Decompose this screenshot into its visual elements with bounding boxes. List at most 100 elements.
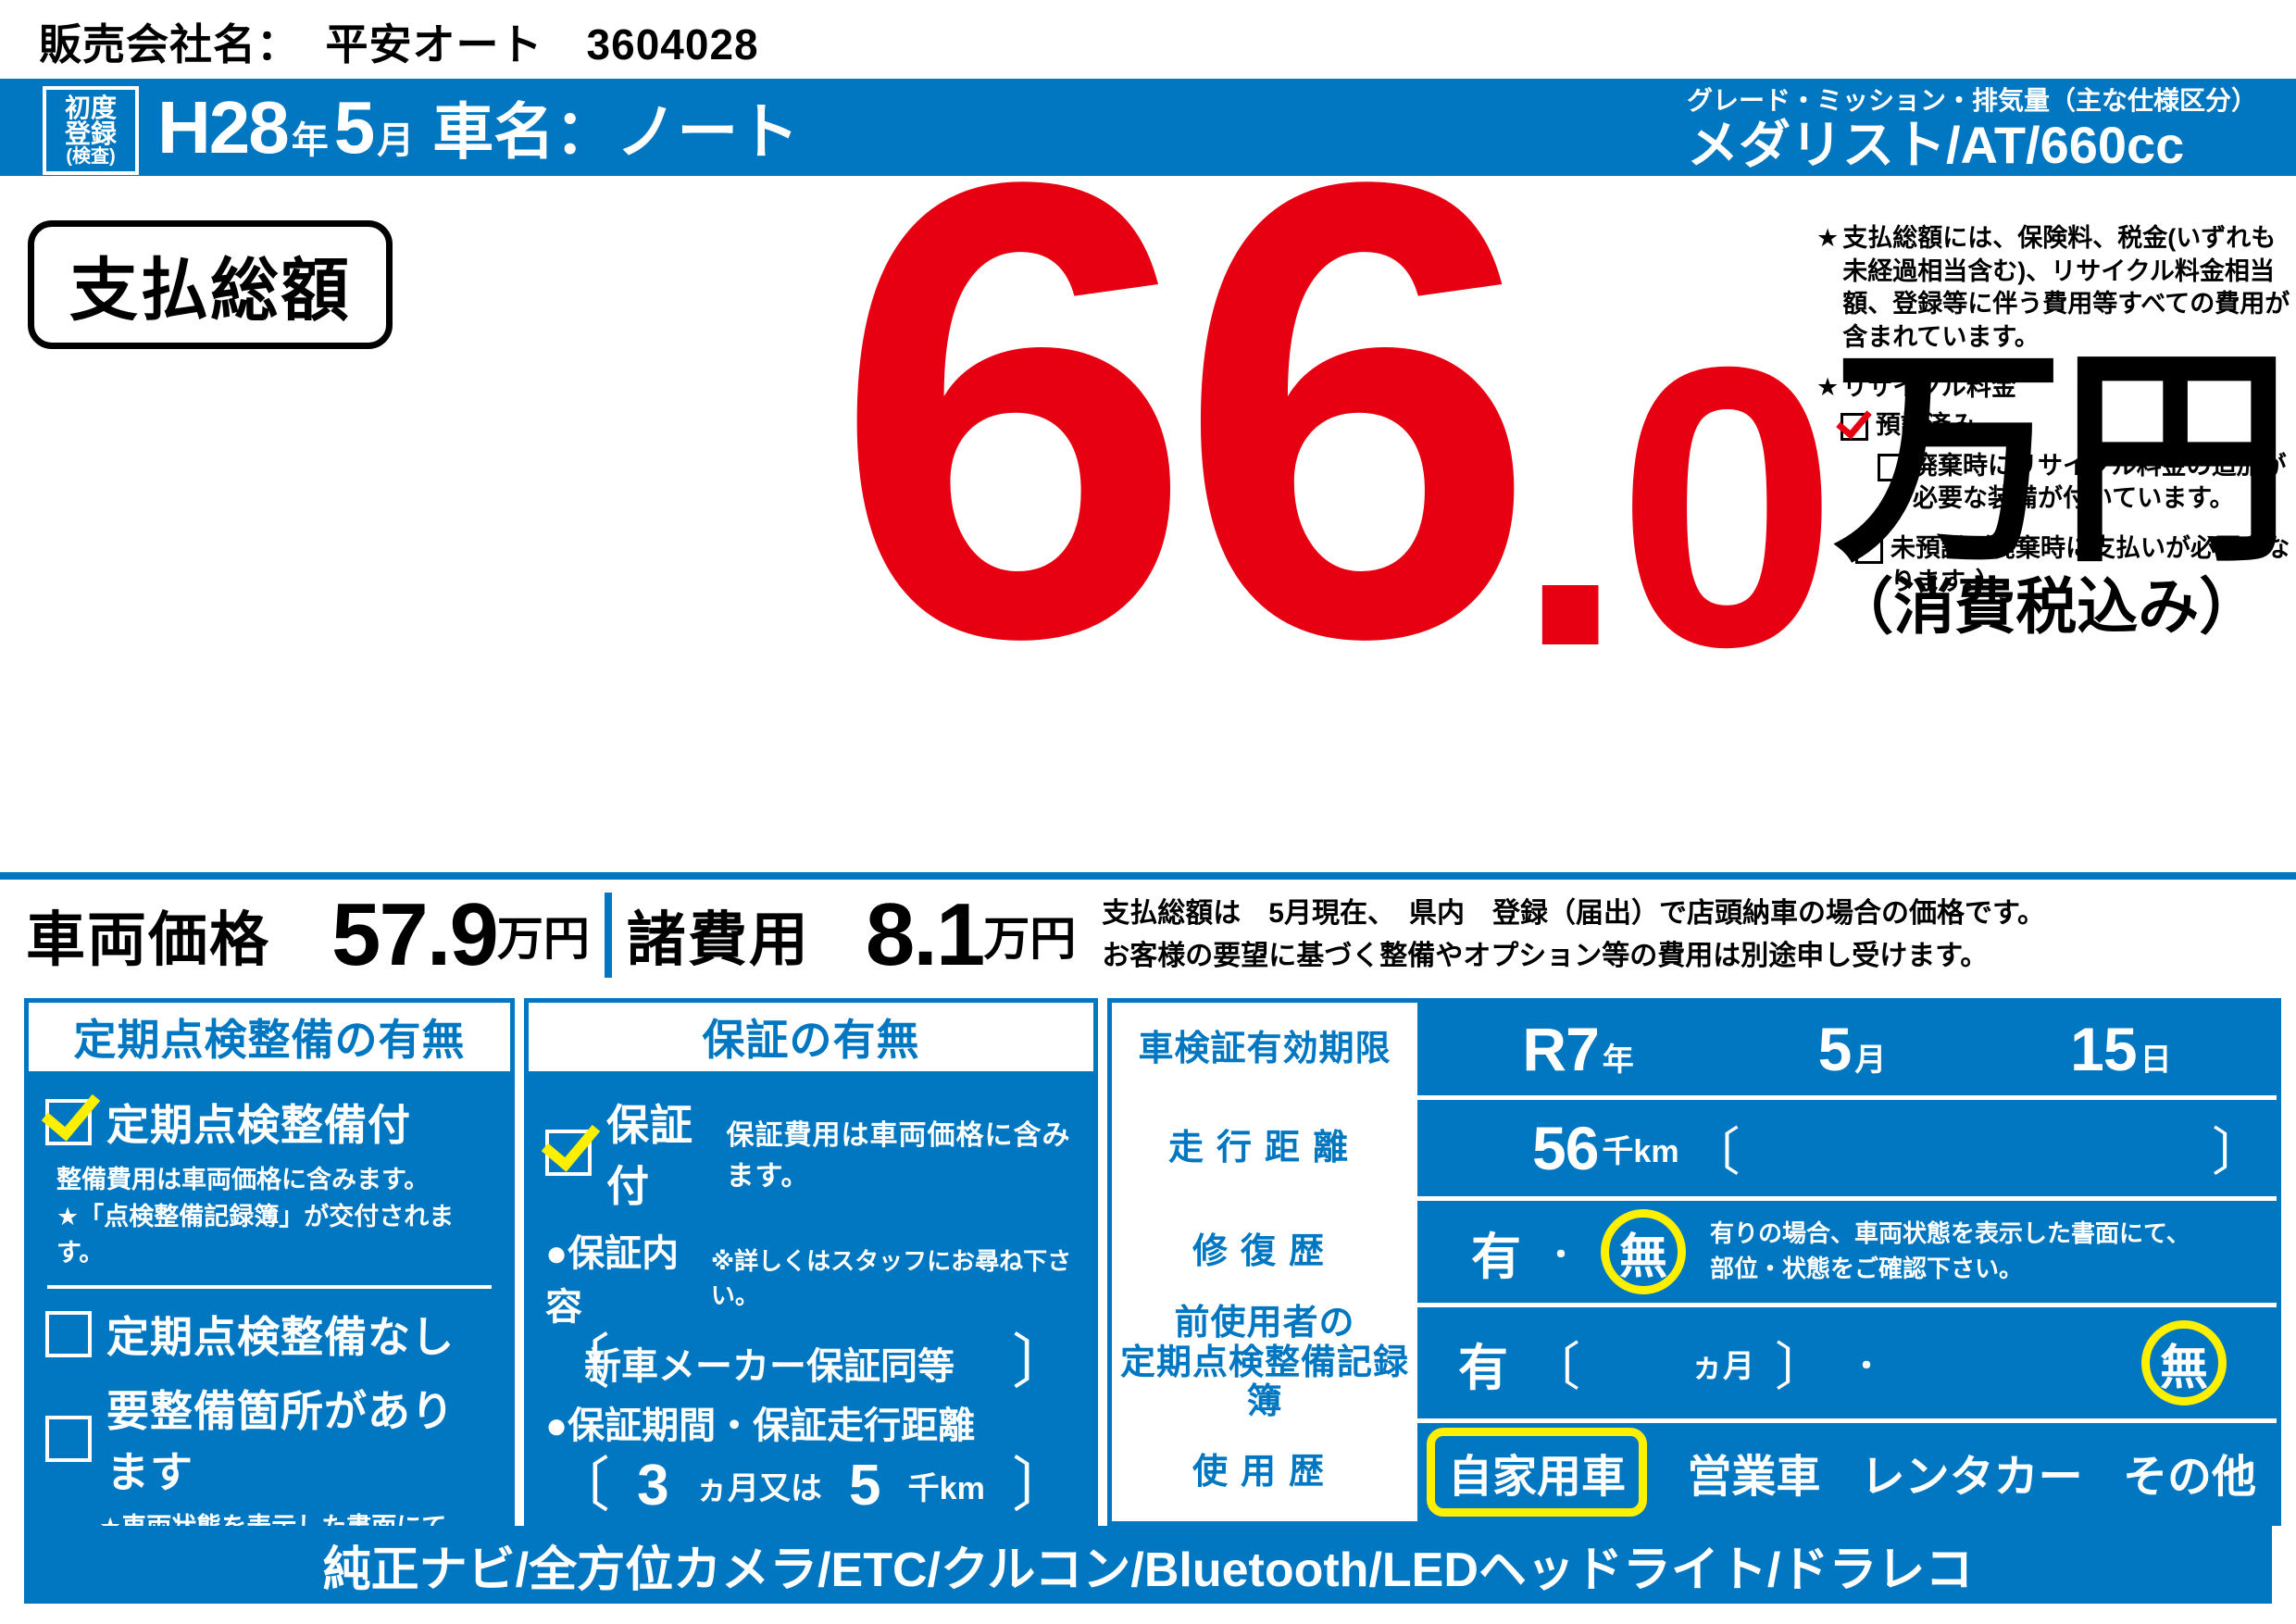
note-total-included-text: 支払総額には、保険料、税金(いずれも未経過相当含む)、リサイクル料金相当額、登録… bbox=[1842, 224, 2290, 351]
prev-no-option-selected[interactable]: 無 bbox=[2141, 1320, 2227, 1405]
value-mileage: 56 千km 〔 〕 bbox=[1417, 1100, 2277, 1196]
grade-label: グレード・ミッション・排気量（主な仕様区分） bbox=[1686, 86, 2257, 115]
label-usage-history-text: 使用歴 bbox=[1192, 1452, 1337, 1492]
price-unit: 万円 bbox=[1832, 330, 2291, 588]
recycle-extra-equipment-label: 廃棄時にリサイクル料金の追加が必要な装備が付いています。 bbox=[1913, 451, 2287, 513]
table-row-previous-owner-record: 前使用者の 定期点検整備記録簿 有 〔 ヵ月 〕 ・ 無 bbox=[1112, 1304, 2277, 1423]
bracket-left-icon: 〔 bbox=[1688, 1122, 1741, 1181]
expiry-year: R7 bbox=[1522, 1015, 1599, 1083]
usage-option-private-selected[interactable]: 自家用車 bbox=[1427, 1428, 1648, 1517]
checkbox-checked-icon[interactable] bbox=[1841, 413, 1868, 442]
table-row-mileage: 走行距離 56 千km 〔 〕 bbox=[1112, 1100, 2277, 1201]
badge-line-2: 登録 bbox=[64, 119, 117, 148]
usage-option-other[interactable]: その他 bbox=[2122, 1453, 2256, 1502]
checkbox-icon-2[interactable] bbox=[45, 1415, 92, 1462]
warranty-months: 3 bbox=[637, 1454, 669, 1518]
price-decimal: 0 bbox=[1616, 284, 1838, 730]
inspection-with-label: 定期点検整備付 bbox=[106, 1101, 411, 1149]
label-repair-history: 修復歴 bbox=[1112, 1201, 1417, 1303]
label-previous-owner-record-text: 前使用者の 定期点検整備記録簿 bbox=[1112, 1304, 1417, 1422]
prev-months-unit: ヵ月 bbox=[1691, 1348, 1754, 1384]
checkbox-checked-icon[interactable] bbox=[545, 1130, 592, 1176]
label-mileage-text: 走行距離 bbox=[1167, 1128, 1361, 1168]
inspection-title: 定期点検整備の有無 bbox=[73, 1016, 466, 1064]
warranty-content-note: ※詳しくはスタッフにお尋ね下さい。 bbox=[710, 1247, 1072, 1309]
total-payment-label: 支払総額 bbox=[69, 252, 351, 329]
price-decimal-group: . 0 bbox=[1516, 284, 1839, 730]
recycle-extra-equipment-option[interactable]: 廃棄時にリサイクル料金の追加が必要な装備が付いています。 bbox=[1878, 450, 2296, 516]
warranty-distance-unit: 千km bbox=[907, 1471, 985, 1506]
usage-option-commercial[interactable]: 営業車 bbox=[1687, 1453, 1821, 1502]
value-previous-owner-record: 有 〔 ヵ月 〕 ・ 無 bbox=[1417, 1307, 2277, 1418]
label-mileage: 走行距離 bbox=[1112, 1100, 1417, 1196]
inspection-with-option[interactable]: 定期点検整備付 bbox=[45, 1092, 493, 1153]
warranty-with-label: 保証付 bbox=[606, 1101, 693, 1210]
inspection-divider bbox=[47, 1284, 492, 1289]
repair-yes-option[interactable]: 有 bbox=[1471, 1229, 1521, 1285]
inspection-none-option[interactable]: 定期点検整備なし bbox=[45, 1304, 493, 1365]
expiry-year-unit: 年 bbox=[1602, 1043, 1634, 1078]
fees-value: 8.1 bbox=[865, 885, 985, 984]
header-bar: 初度 登録 (検査) H28 年 5 月 車名：ノート グレード・ミッション・排… bbox=[0, 79, 2296, 176]
price-integer: 66 bbox=[833, 48, 1538, 772]
bracket-right-icon: 〕 bbox=[1012, 1329, 1071, 1396]
checkbox-icon-2[interactable] bbox=[1855, 536, 1883, 564]
star-icon: ★ bbox=[1816, 224, 1840, 252]
recycle-deposited-option[interactable]: 預託済み bbox=[1841, 409, 2296, 443]
warranty-title: 保証の有無 bbox=[702, 1016, 920, 1064]
periodic-inspection-box: 定期点検整備の有無 定期点検整備付 整備費用は車両価格に含みます。 ★「点検整備… bbox=[24, 998, 515, 1576]
label-inspection-expiry: 車検証有効期限 bbox=[1112, 1003, 1417, 1095]
bracket-right-icon: 〕 bbox=[1775, 1337, 1827, 1396]
warranty-content-value-row: 〔 新車メーカー保証同等 〕 bbox=[545, 1329, 1077, 1396]
warranty-distance: 5 bbox=[849, 1454, 881, 1518]
warranty-with-option[interactable]: 保証付 保証費用は車両価格に含みます。 bbox=[545, 1092, 1077, 1214]
year-unit: 年 bbox=[291, 120, 329, 161]
value-usage-history: 自家用車 営業車 レンタカー その他 bbox=[1417, 1423, 2277, 1521]
inspection-note-2: ★「点検整備記録簿」が交付されます。 bbox=[56, 1203, 455, 1267]
badge-line-3: (検査) bbox=[66, 146, 116, 167]
recycle-undeposited-option[interactable]: 未預託（廃棄時に支払いが必要となります。） bbox=[1855, 532, 2296, 598]
month-unit: 月 bbox=[377, 120, 415, 161]
bracket-right-icon: 〕 bbox=[2212, 1122, 2264, 1181]
checkbox-icon[interactable] bbox=[1878, 453, 1905, 481]
warranty-title-bar: 保証の有無 bbox=[529, 1003, 1093, 1071]
checkbox-icon[interactable] bbox=[45, 1310, 92, 1357]
bracket-left-icon-2: 〔 bbox=[551, 1451, 610, 1518]
badge-line-1: 初度 bbox=[64, 94, 117, 122]
bracket-left-icon: 〔 bbox=[1529, 1337, 1580, 1396]
tax-included-note: （消費税込み） bbox=[1832, 572, 2261, 641]
recycle-deposited-label: 預託済み bbox=[1876, 411, 1976, 440]
inspection-title-bar: 定期点検整備の有無 bbox=[29, 1003, 510, 1071]
prev-separator: ・ bbox=[1851, 1348, 1882, 1384]
disclaimer-line-2: お客様の要望に基づく整備やオプション等の費用は別途申し受けます。 bbox=[1102, 941, 1989, 971]
checkbox-checked-icon[interactable] bbox=[45, 1099, 92, 1145]
usage-option-rental[interactable]: レンタカー bbox=[1860, 1453, 2083, 1502]
registration-and-car-name: H28 年 5 月 車名：ノート bbox=[157, 82, 799, 171]
inspection-needed-option[interactable]: 要整備箇所があります bbox=[45, 1378, 493, 1500]
note-recycle-title: ★ リサイクル料金 bbox=[1816, 371, 2296, 405]
mileage-value: 56 bbox=[1532, 1114, 1599, 1182]
fees-label: 諸費用 bbox=[626, 906, 810, 973]
equipment-bar: 純正ナビ/全方位カメラ/ETC/クルコン/Bluetooth/LEDヘッドライト… bbox=[24, 1526, 2272, 1604]
car-name: 車名：ノート bbox=[432, 97, 800, 166]
warranty-period-values: 〔 3 ヵ月又は 5 千km 〕 bbox=[545, 1453, 1077, 1518]
warranty-box: 保証の有無 保証付 保証費用は車両価格に含みます。 ●保証内容 ※詳しくはスタッ… bbox=[524, 998, 1098, 1605]
warranty-period-label: ●保証期間・保証走行距離 bbox=[545, 1405, 976, 1446]
table-row-repair-history: 修復歴 有 ・ 無 有りの場合、車両状態を表示した書面にて、 部位・状態をご確認… bbox=[1112, 1201, 2277, 1307]
repair-no-option-selected[interactable]: 無 bbox=[1601, 1209, 1686, 1294]
vehicle-price-value: 57.9 bbox=[331, 885, 499, 984]
table-row-usage-history: 使用歴 自家用車 営業車 レンタカー その他 bbox=[1112, 1423, 2277, 1521]
inspection-body: 定期点検整備付 整備費用は車両価格に含みます。 ★「点検整備記録簿」が交付されま… bbox=[29, 1071, 510, 1580]
prev-yes-option[interactable]: 有 bbox=[1458, 1340, 1508, 1396]
warranty-months-unit: ヵ月又は bbox=[695, 1471, 822, 1506]
summary-separator bbox=[604, 893, 612, 978]
bracket-left-icon: 〔 bbox=[551, 1329, 610, 1396]
repair-note-line-1: 有りの場合、車両状態を表示した書面にて、 bbox=[1710, 1219, 2190, 1248]
price-unit-group: 万円 （消費税込み） bbox=[1832, 330, 2291, 646]
expiry-month: 5 bbox=[1817, 1015, 1853, 1083]
dealer-name: 販売会社名： 平安オート 3604028 bbox=[39, 20, 759, 69]
expiry-month-unit: 月 bbox=[1854, 1043, 1887, 1078]
